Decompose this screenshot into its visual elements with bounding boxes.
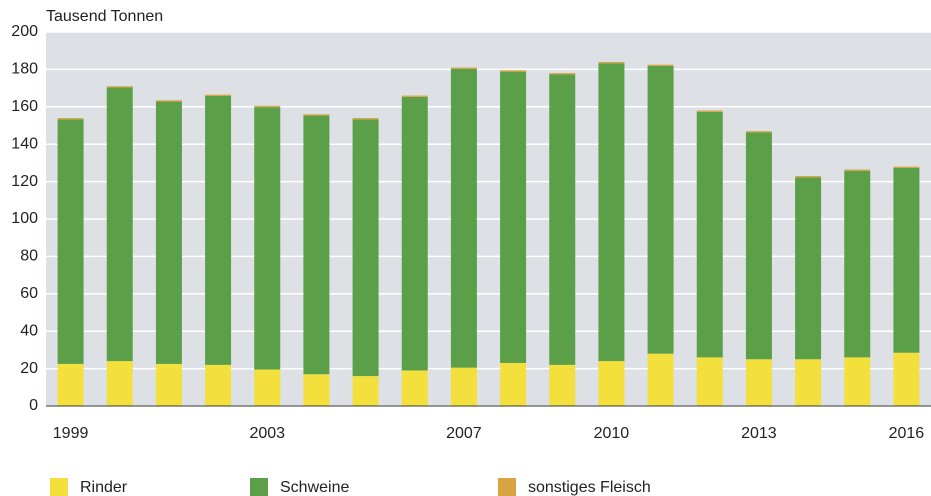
y-tick-label: 180 bbox=[11, 61, 38, 78]
bar-segment bbox=[106, 87, 133, 362]
bar-segment bbox=[795, 175, 822, 178]
bar-segment bbox=[696, 357, 723, 406]
y-tick-label: 60 bbox=[20, 285, 38, 302]
bar-segment bbox=[500, 362, 527, 406]
bar-segment bbox=[745, 131, 772, 133]
y-axis-label: Tausend Tonnen bbox=[46, 8, 163, 25]
y-tick-label: 200 bbox=[11, 23, 38, 40]
bar-segment bbox=[500, 70, 527, 72]
bar-segment bbox=[450, 67, 477, 69]
bar-segment bbox=[254, 105, 281, 108]
bar-segment bbox=[795, 359, 822, 406]
bar-segment bbox=[549, 364, 576, 406]
bar-segment bbox=[450, 68, 477, 368]
bar-segment bbox=[205, 94, 232, 96]
bar-segment bbox=[598, 361, 625, 406]
bar-segment bbox=[205, 95, 232, 365]
bar-segment bbox=[844, 357, 871, 406]
y-tick-label: 120 bbox=[11, 173, 38, 190]
legend-label: Schweine bbox=[280, 479, 349, 496]
y-tick-label: 100 bbox=[11, 210, 38, 227]
bar-segment bbox=[57, 363, 84, 406]
y-tick-label: 20 bbox=[20, 360, 38, 377]
bar-segment bbox=[303, 374, 330, 406]
bar-segment bbox=[205, 364, 232, 406]
bar-segment bbox=[745, 132, 772, 360]
bar-segment bbox=[549, 74, 576, 365]
bar-segment bbox=[893, 352, 920, 406]
legend-swatch bbox=[50, 478, 68, 496]
x-tick-label: 2010 bbox=[594, 425, 630, 442]
y-tick-label: 40 bbox=[20, 322, 38, 339]
bar-segment bbox=[696, 110, 723, 112]
bar-segment bbox=[106, 86, 133, 88]
bar-segment bbox=[155, 363, 182, 406]
bar-segment bbox=[598, 63, 625, 362]
bar-segment bbox=[696, 111, 723, 358]
bar-segment bbox=[450, 367, 477, 406]
bar-segment bbox=[647, 353, 674, 406]
x-tick-label: 2003 bbox=[249, 425, 285, 442]
bar-segment bbox=[352, 376, 379, 406]
bar-segment bbox=[844, 170, 871, 358]
legend-label: sonstiges Fleisch bbox=[528, 479, 651, 496]
bar-segment bbox=[598, 61, 625, 64]
bar-segment bbox=[106, 361, 133, 406]
bar-segment bbox=[352, 118, 379, 120]
bar-segment bbox=[155, 100, 182, 102]
bar-segment bbox=[795, 177, 822, 360]
bar-segment bbox=[647, 66, 674, 354]
y-tick-label: 0 bbox=[29, 397, 38, 414]
bar-segment bbox=[155, 101, 182, 364]
bar-segment bbox=[500, 71, 527, 363]
bar-segment bbox=[893, 167, 920, 353]
y-tick-label: 80 bbox=[20, 248, 38, 265]
legend-swatch bbox=[498, 478, 516, 496]
legend-swatch bbox=[250, 478, 268, 496]
x-tick-label: 1999 bbox=[53, 425, 89, 442]
bar-segment bbox=[57, 118, 84, 120]
bar-segment bbox=[254, 369, 281, 406]
bar-segment bbox=[844, 169, 871, 171]
legend-label: Rinder bbox=[80, 479, 128, 496]
bar-segment bbox=[401, 95, 428, 97]
bar-segment bbox=[549, 73, 576, 75]
bar-segment bbox=[352, 119, 379, 377]
bar-segment bbox=[401, 370, 428, 406]
x-tick-label: 2013 bbox=[741, 425, 777, 442]
x-tick-label: 2016 bbox=[889, 425, 925, 442]
bar-segment bbox=[401, 96, 428, 371]
y-tick-label: 140 bbox=[11, 135, 38, 152]
bar-segment bbox=[57, 119, 84, 364]
bar-segment bbox=[254, 107, 281, 370]
y-tick-label: 160 bbox=[11, 98, 38, 115]
bar-segment bbox=[303, 115, 330, 375]
x-tick-label: 2007 bbox=[446, 425, 482, 442]
bar-segment bbox=[745, 359, 772, 406]
bar-segment bbox=[303, 114, 330, 116]
bar-segment bbox=[647, 64, 674, 67]
bar-segment bbox=[893, 166, 920, 168]
